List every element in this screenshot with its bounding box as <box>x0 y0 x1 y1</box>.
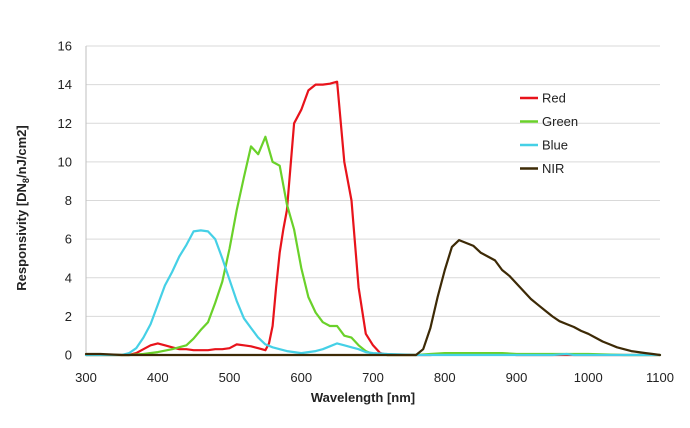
x-tick-label: 300 <box>75 370 97 385</box>
legend-label-blue: Blue <box>542 138 568 153</box>
series-line-green <box>84 135 662 357</box>
x-tick-label: 400 <box>147 370 169 385</box>
x-tick-label: 800 <box>434 370 456 385</box>
y-tick-label: 2 <box>65 309 72 324</box>
y-axis-title-subscript: 8 <box>21 178 31 183</box>
y-tick-label: 12 <box>58 116 72 131</box>
grid-layer <box>86 45 660 356</box>
legend: Red Green Blue NIR <box>520 91 578 176</box>
y-tick-label: 6 <box>65 232 72 247</box>
legend-label-green: Green <box>542 114 578 129</box>
x-tick-label: 1000 <box>574 370 603 385</box>
y-tick-label: 4 <box>65 270 72 285</box>
x-tick-label: 900 <box>506 370 528 385</box>
x-tick-label: 600 <box>290 370 312 385</box>
x-axis-title: Wavelength [nm] <box>311 390 415 405</box>
series-layer <box>84 80 662 357</box>
y-tick-label: 8 <box>65 193 72 208</box>
y-axis-title: Responsivity [DN8/nJ/cm2] <box>14 125 31 290</box>
y-tick-label: 14 <box>58 77 72 92</box>
y-tick-label: 10 <box>58 154 72 169</box>
y-axis-title-prefix: Responsivity [DN <box>14 183 29 291</box>
legend-label-nir: NIR <box>542 161 564 176</box>
y-tick-label: 0 <box>65 348 72 363</box>
y-tick-label: 16 <box>58 39 72 54</box>
axis-layer: 0 2 4 6 8 10 12 14 16 300 400 500 600 700 800 900 1000 11… <box>58 39 674 386</box>
x-tick-label: 500 <box>219 370 241 385</box>
series-line-nir <box>84 239 662 357</box>
series-line-blue <box>84 229 662 357</box>
x-tick-label: 700 <box>362 370 384 385</box>
x-tick-label: 1100 <box>646 370 674 385</box>
y-axis-title-suffix: /nJ/cm2] <box>14 125 29 178</box>
legend-label-red: Red <box>542 91 566 106</box>
